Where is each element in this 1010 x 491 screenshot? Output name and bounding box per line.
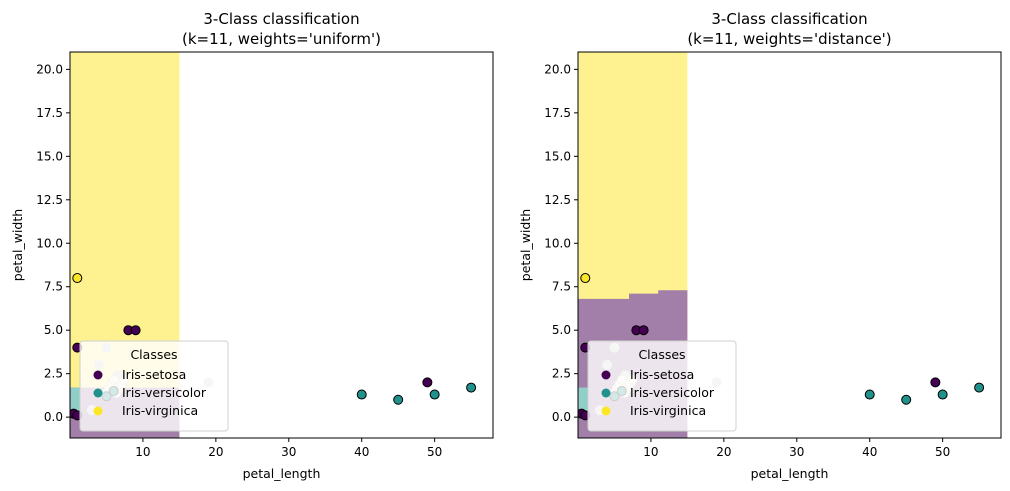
y-tick-label: 20.0 [544,62,571,76]
legend-entry: Iris-setosa [630,367,694,382]
chart-title: (k=11, weights='distance') [687,30,891,48]
legend-title: Classes [130,347,177,362]
y-tick-label: 12.5 [544,193,571,207]
legend-marker [93,388,103,398]
legend-entry: Iris-setosa [122,367,186,382]
y-tick-label: 0.0 [44,410,63,424]
y-tick-label: 17.5 [36,106,63,120]
x-axis-label: petal_length [243,466,321,481]
axes-frame [69,51,494,439]
legend-entry: Iris-versicolor [122,385,207,400]
y-tick-label: 15.0 [36,149,63,163]
data-point [864,389,875,400]
legend: Classes Iris-setosa Iris-versicolor Iris-vi… [587,340,737,432]
x-tick-label: 50 [427,445,442,459]
x-tick-label: 10 [643,445,658,459]
legend-marker [93,370,103,380]
data-point [580,273,591,284]
data-point [901,394,912,405]
x-axis-label: petal_length [751,466,829,481]
legend-entry: Iris-virginica [122,403,198,418]
x-tick-label: 40 [354,445,369,459]
legend-marker [601,370,611,380]
y-tick-label: 2.5 [552,367,571,381]
data-point [130,325,141,336]
legend-entry: Iris-versicolor [630,385,715,400]
chart-title: 3-Class classification [711,10,867,28]
x-tick-label: 10 [135,445,150,459]
y-tick-label: 7.5 [44,280,63,294]
y-tick-label: 5.0 [552,323,571,337]
data-point [937,389,948,400]
x-tick-label: 30 [281,445,296,459]
data-point [974,382,985,393]
y-tick-label: 20.0 [36,62,63,76]
y-tick-label: 7.5 [552,280,571,294]
y-axis-label: petal_width [10,209,25,281]
data-point [930,377,941,388]
chart-panel-uniform: Classes Iris-setosa Iris-versicolor Iris-vi… [10,10,494,481]
data-point [72,273,83,284]
y-tick-label: 10.0 [36,236,63,250]
x-tick-label: 20 [208,445,223,459]
x-tick-label: 20 [716,445,731,459]
y-tick-label: 5.0 [44,323,63,337]
data-point [638,325,649,336]
decision-region [578,387,589,418]
legend-marker [601,406,611,416]
legend-title: Classes [638,347,685,362]
legend-marker [93,406,103,416]
y-tick-label: 0.0 [552,410,571,424]
data-point [429,389,440,400]
legend-marker [601,388,611,398]
legend-box [587,340,737,432]
y-tick-label: 15.0 [544,149,571,163]
chart-panel-distance: Classes Iris-setosa Iris-versicolor Iris-vi… [518,10,1002,481]
y-axis-label: petal_width [518,209,533,281]
data-point [356,389,367,400]
y-tick-label: 17.5 [544,106,571,120]
legend-box [79,340,229,432]
data-point [422,377,433,388]
axes-frame [577,51,1002,439]
x-tick-label: 30 [789,445,804,459]
data-point [466,382,477,393]
chart-title: (k=11, weights='uniform') [182,30,381,48]
decision-region [70,387,81,418]
x-tick-label: 50 [935,445,950,459]
y-tick-label: 10.0 [544,236,571,250]
x-tick-label: 40 [862,445,877,459]
y-tick-label: 12.5 [36,193,63,207]
chart-title: 3-Class classification [203,10,359,28]
legend: Classes Iris-setosa Iris-versicolor Iris-vi… [79,340,229,432]
data-point [393,394,404,405]
y-tick-label: 2.5 [44,367,63,381]
legend-entry: Iris-virginica [630,403,706,418]
